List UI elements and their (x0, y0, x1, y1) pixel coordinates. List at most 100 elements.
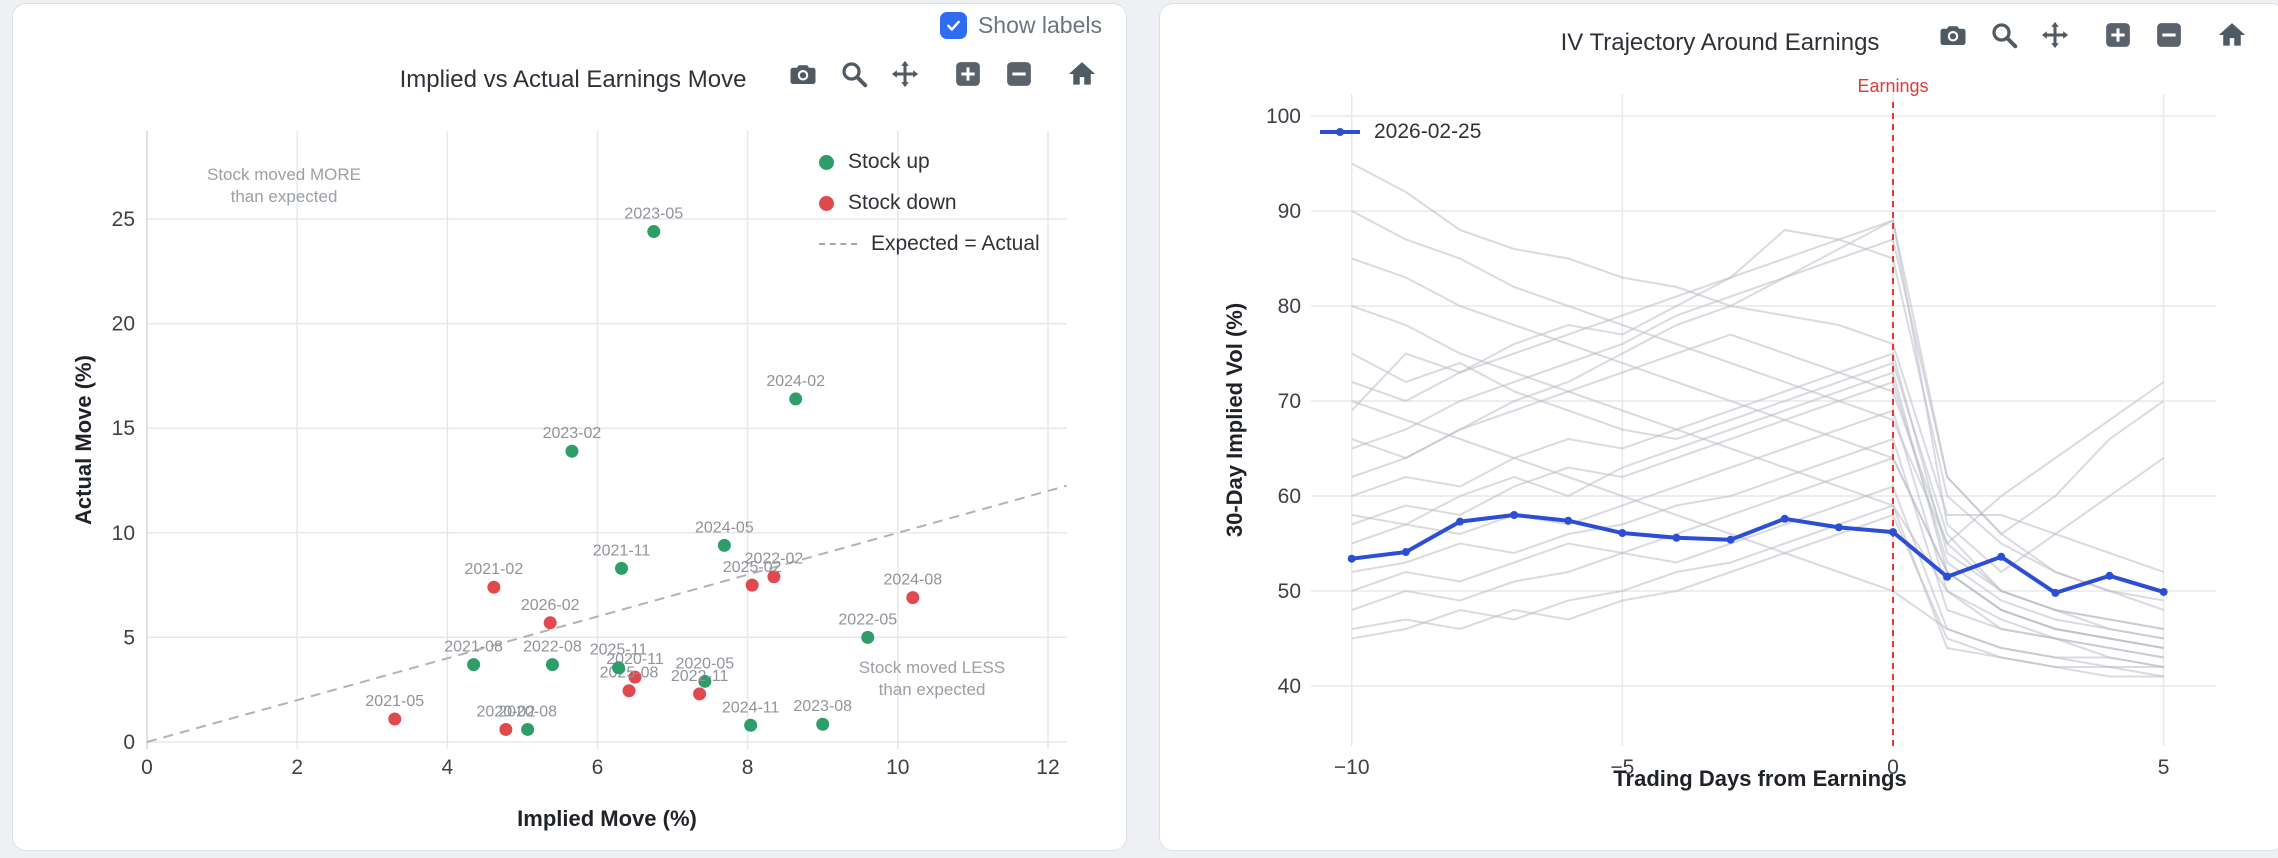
current-iv-point[interactable] (1618, 529, 1627, 538)
zoom-mode-button[interactable] (1986, 17, 2022, 53)
current-iv-point[interactable] (1997, 552, 2006, 561)
history-iv-line[interactable] (1351, 219, 2164, 602)
scatter-plot[interactable]: 0 2 4 6 8 10 12 0 5 10 15 20 25 2020-02 2020-05 2020-08… (13, 4, 1128, 852)
scatter-point[interactable] (745, 578, 759, 592)
history-iv-line[interactable] (1350, 228, 2164, 611)
reset-axes-button[interactable] (1064, 56, 1100, 92)
scatter-point[interactable] (789, 392, 803, 406)
point-label: 2025-08 (600, 665, 659, 682)
y-tick-label: 100 (1266, 105, 1301, 128)
current-iv-point[interactable] (1564, 516, 1573, 525)
current-iv-point[interactable] (1726, 535, 1735, 544)
current-iv-point[interactable] (1347, 554, 1356, 563)
scatter-point[interactable] (698, 674, 712, 688)
left-chart-title: Implied vs Actual Earnings Move (399, 66, 747, 93)
current-iv-point[interactable] (1943, 572, 1952, 581)
scatter-point[interactable] (647, 225, 661, 239)
legend-item-stock-up[interactable]: Stock up (819, 150, 1040, 174)
zoom-mode-button[interactable] (836, 56, 872, 92)
history-iv-line[interactable] (1351, 380, 2164, 640)
pan-mode-button[interactable] (2037, 17, 2073, 53)
x-tick-label: −10 (1334, 756, 1370, 779)
right-chart-title: IV Trajectory Around Earnings (1560, 29, 1880, 56)
y-tick-label: 40 (1278, 675, 1301, 698)
current-iv-point[interactable] (1780, 514, 1789, 523)
scatter-point[interactable] (487, 580, 501, 594)
scatter-point[interactable] (906, 591, 920, 605)
history-iv-line[interactable] (1351, 257, 2164, 649)
zoom-in-button[interactable] (950, 56, 986, 92)
annotation-less-than-expected: Stock moved LESS than expected (859, 657, 1005, 701)
zoom-in-button[interactable] (2100, 17, 2136, 53)
current-series-legend[interactable]: 2026-02-25 (1318, 120, 1481, 144)
y-tick-label: 5 (123, 626, 135, 649)
scatter-point[interactable] (693, 687, 707, 701)
point-label: 2024-08 (883, 572, 942, 589)
scatter-point[interactable] (388, 712, 402, 726)
current-iv-line[interactable] (1351, 513, 2165, 595)
show-labels-label: Show labels (977, 12, 1102, 38)
scatter-point[interactable] (565, 444, 579, 458)
current-iv-point[interactable] (2159, 587, 2168, 596)
y-tick-label: 0 (123, 731, 135, 754)
pan-mode-button[interactable] (887, 56, 923, 92)
x-tick-label: 2 (291, 756, 303, 779)
reset-axes-button[interactable] (2214, 17, 2250, 53)
legend-item-expected-actual[interactable]: Expected = Actual (819, 232, 1040, 256)
scatter-point[interactable] (543, 616, 557, 630)
current-iv-point[interactable] (1889, 528, 1897, 537)
x-tick-label: 4 (441, 756, 453, 779)
scatter-point[interactable] (615, 561, 629, 575)
history-iv-line[interactable] (1351, 333, 2165, 546)
scatter-point[interactable] (628, 670, 642, 684)
scatter-point[interactable] (767, 570, 781, 584)
current-iv-point[interactable] (2051, 588, 2060, 597)
download-png-button[interactable] (785, 56, 821, 92)
history-iv-line[interactable] (1351, 371, 2164, 649)
implied-vs-actual-panel: 0 2 4 6 8 10 12 0 5 10 15 20 25 2020-02 2020-05 2020-08… (12, 3, 1127, 851)
zoom-out-button[interactable] (2151, 17, 2187, 53)
current-iv-point[interactable] (2105, 571, 2114, 580)
current-iv-point[interactable] (1672, 533, 1681, 542)
scatter-point[interactable] (744, 718, 758, 732)
history-iv-line[interactable] (1351, 238, 2165, 536)
annotation-more-than-expected: Stock moved MORE than expected (207, 164, 361, 208)
zoom-out-button[interactable] (1001, 56, 1037, 92)
current-iv-point[interactable] (1510, 511, 1519, 519)
legend-item-stock-down[interactable]: Stock down (819, 191, 1040, 215)
magnifier-icon (1992, 23, 2018, 49)
home-icon (1068, 62, 1096, 85)
history-iv-line[interactable] (1351, 513, 2164, 678)
point-label: 2020-05 (675, 655, 734, 672)
expected-equals-actual-line[interactable] (146, 484, 1067, 743)
y-tick-label: 15 (112, 417, 135, 440)
history-iv-line[interactable] (1351, 210, 2164, 630)
show-labels-control[interactable]: Show labels (939, 12, 1102, 39)
plus-square-icon (956, 62, 980, 86)
point-label: 2023-08 (793, 698, 852, 715)
history-iv-line[interactable] (1351, 400, 2164, 668)
scatter-point[interactable] (545, 658, 559, 672)
point-label: 2025-11 (590, 642, 648, 659)
download-png-button[interactable] (1935, 17, 1971, 53)
scatter-point[interactable] (861, 630, 875, 644)
current-iv-point[interactable] (1401, 548, 1410, 557)
camera-icon (1940, 26, 1966, 45)
iv-trajectory-plot[interactable]: −10 −5 0 5 40 50 60 70 80 90 100 (1160, 4, 2278, 852)
current-iv-point[interactable] (1455, 517, 1464, 526)
history-iv-line[interactable] (1351, 162, 2164, 573)
scatter-legend[interactable]: Stock up Stock down Expected = Actual (819, 150, 1040, 256)
scatter-point[interactable] (816, 717, 830, 731)
legend-label-expected-actual: Expected = Actual (871, 232, 1040, 255)
scatter-point[interactable] (717, 538, 731, 552)
show-labels-checkbox[interactable] (939, 12, 967, 39)
scatter-point[interactable] (612, 661, 626, 675)
scatter-point[interactable] (521, 722, 535, 736)
scatter-point[interactable] (499, 722, 513, 736)
scatter-point[interactable] (622, 684, 636, 698)
current-iv-point[interactable] (1834, 523, 1843, 532)
point-label: 2022-11 (671, 668, 729, 685)
scatter-point[interactable] (467, 658, 481, 672)
x-tick-label: −5 (1610, 756, 1634, 779)
annotation-less-line1: Stock moved LESS (858, 658, 1006, 677)
